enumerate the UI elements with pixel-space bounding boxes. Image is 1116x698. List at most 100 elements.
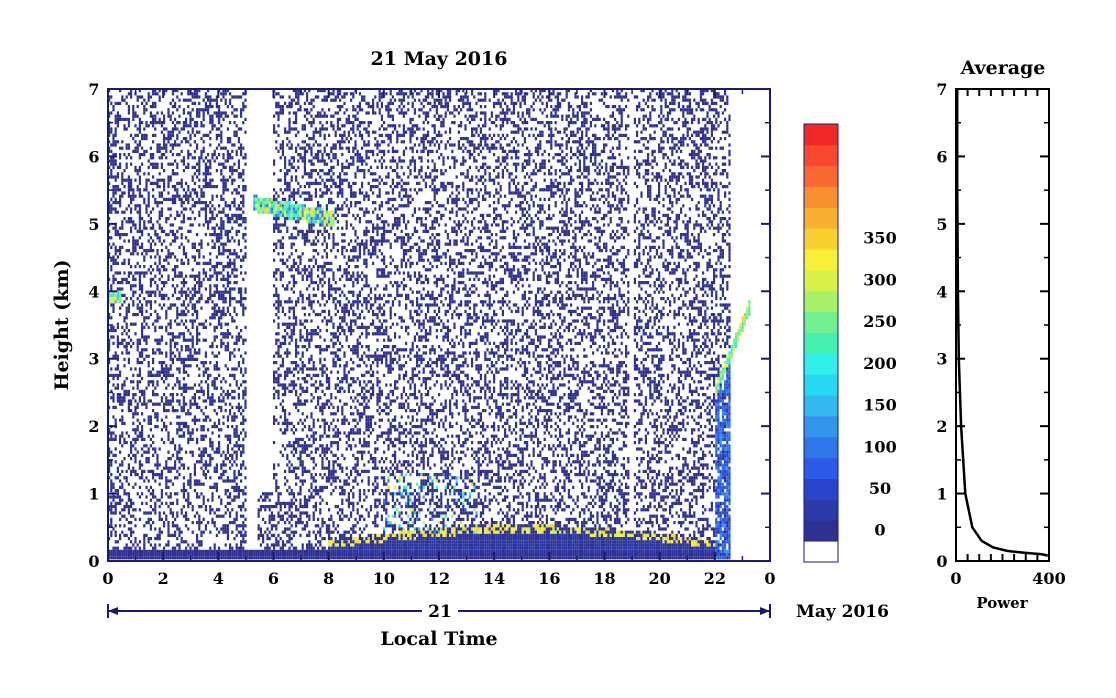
heatmap-cell [209, 476, 212, 480]
heatmap-cell [145, 405, 148, 409]
heatmap-cell [240, 431, 243, 435]
heatmap-cell [255, 549, 258, 553]
heatmap-cell [174, 140, 177, 144]
heatmap-cell [158, 95, 161, 99]
heatmap-cell [141, 425, 144, 429]
heatmap-cell [277, 393, 280, 397]
heatmap-cell [286, 386, 289, 390]
heatmap-cell [207, 469, 210, 473]
heatmap-cell [301, 450, 304, 454]
heatmap-cell [165, 127, 168, 131]
heatmap-cell [277, 553, 280, 557]
heatmap-cell [317, 268, 320, 272]
heatmap-cell [303, 185, 306, 189]
heatmap-cell [317, 489, 320, 493]
heatmap-cell [237, 524, 240, 528]
heatmap-cell [295, 204, 298, 208]
heatmap-cell [270, 511, 273, 515]
heatmap-cell [211, 457, 214, 461]
heatmap-cell [273, 274, 276, 278]
heatmap-cell [145, 521, 148, 525]
heatmap-cell [299, 185, 302, 189]
heatmap-cell [112, 527, 115, 531]
heatmap-cell [306, 213, 309, 217]
heatmap-cell [279, 517, 282, 521]
heatmap-cell [134, 223, 137, 227]
heatmap-cell [292, 469, 295, 473]
heatmap-cell [171, 338, 174, 342]
heatmap-cell [112, 281, 115, 285]
heatmap-cell [213, 325, 216, 329]
heatmap-cell [121, 498, 124, 502]
heatmap-cell [123, 117, 126, 121]
heatmap-cell [266, 527, 269, 531]
heatmap-cell [136, 261, 139, 265]
heatmap-cell [215, 111, 218, 115]
heatmap-cell [200, 380, 203, 384]
heatmap-cell [185, 389, 188, 393]
heatmap-cell [229, 495, 232, 499]
heatmap-cell [297, 441, 300, 445]
heatmap-cell [202, 133, 205, 137]
heatmap-cell [215, 277, 218, 281]
heatmap-cell [240, 213, 243, 217]
heatmap-cell [222, 396, 225, 400]
heatmap-cell [123, 380, 126, 384]
heatmap-cell [222, 556, 225, 560]
heatmap-cell [149, 271, 152, 275]
heatmap-cell [257, 537, 260, 541]
heatmap-cell [112, 329, 115, 333]
heatmap-cell [231, 178, 234, 182]
heatmap-cell [202, 450, 205, 454]
heatmap-cell [209, 418, 212, 422]
heatmap-cell [171, 223, 174, 227]
heatmap-cell [174, 335, 177, 339]
heatmap-cell [242, 306, 245, 310]
heatmap-cell [209, 121, 212, 125]
heatmap-cell [156, 204, 159, 208]
heatmap-cell [220, 252, 223, 256]
heatmap-cell [165, 479, 168, 483]
heatmap-cell [281, 530, 284, 534]
heatmap-cell [275, 146, 278, 150]
heatmap-cell [242, 185, 245, 189]
heatmap-cell [127, 409, 130, 413]
heatmap-cell [182, 377, 185, 381]
heatmap-cell [295, 127, 298, 131]
heatmap-cell [202, 428, 205, 432]
heatmap-cell [185, 191, 188, 195]
heatmap-cell [229, 501, 232, 505]
heatmap-cell [277, 521, 280, 525]
heatmap-cell [185, 421, 188, 425]
heatmap-cell [202, 149, 205, 153]
heatmap-cell [127, 357, 130, 361]
heatmap-cell [222, 252, 225, 256]
heatmap-cell [182, 194, 185, 198]
heatmap-cell [143, 172, 146, 176]
heatmap-cell [163, 511, 166, 515]
heatmap-cell [147, 249, 150, 253]
heatmap-cell [310, 217, 313, 221]
heatmap-cell [178, 354, 181, 358]
heatmap-cell [147, 399, 150, 403]
heatmap-cell [130, 469, 133, 473]
heatmap-cell [160, 495, 163, 499]
heatmap-cell [321, 156, 324, 160]
heatmap-cell [242, 357, 245, 361]
heatmap-cell [242, 277, 245, 281]
heatmap-cell [310, 354, 313, 358]
heatmap-cell [312, 489, 315, 493]
heatmap-cell [182, 367, 185, 371]
heatmap-cell [178, 553, 181, 557]
heatmap-cell [163, 127, 166, 131]
heatmap-cell [202, 389, 205, 393]
heatmap-cell [108, 495, 111, 499]
heatmap-cell [281, 405, 284, 409]
heatmap-cell [319, 540, 322, 544]
heatmap-cell [130, 530, 133, 534]
heatmap-cell [292, 431, 295, 435]
heatmap-cell [116, 335, 119, 339]
heatmap-cell [180, 149, 183, 153]
heatmap-cell [242, 194, 245, 198]
heatmap-cell [222, 290, 225, 294]
